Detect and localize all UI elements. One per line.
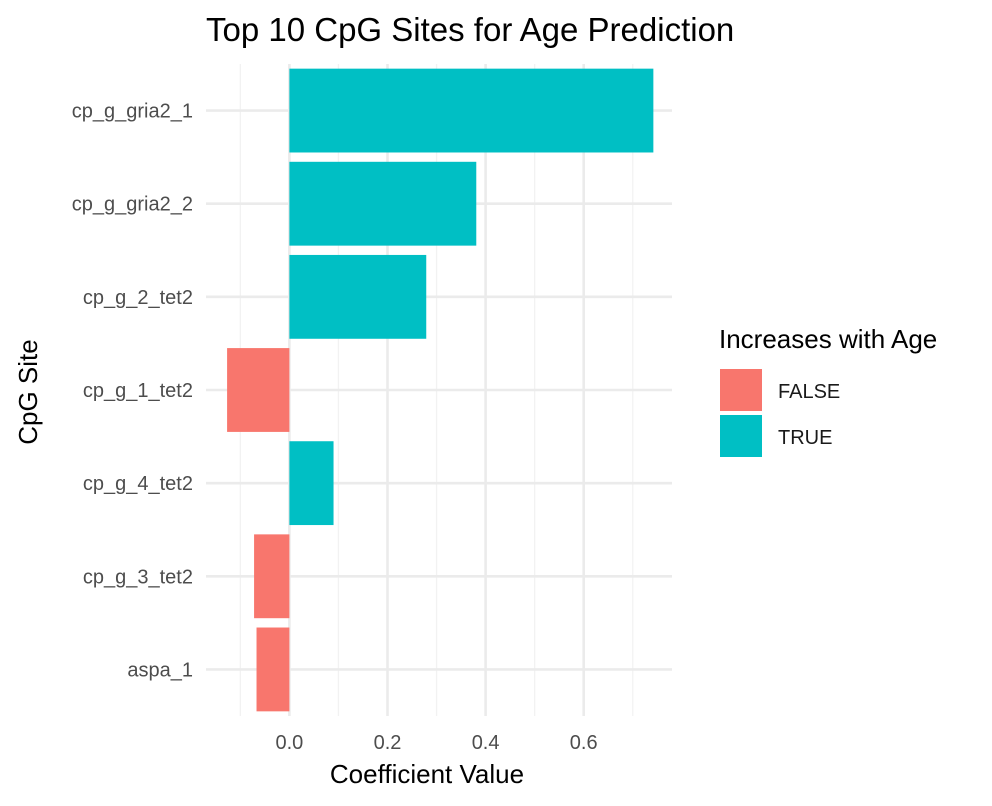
bar-aspa-1 [256,627,290,712]
legend-swatch-false [720,369,762,411]
bar-cp-g-4-tet2 [289,441,334,526]
bar-cp-g-gria2-2 [289,161,477,246]
legend-title: Increases with Age [719,324,937,354]
x-axis-title: Coefficient Value [330,759,524,789]
x-tick-labels: 0.0 0.2 0.4 0.6 [275,732,597,754]
y-tick-label: cp_g_2_tet2 [83,287,193,309]
legend: Increases with Age FALSE TRUE [719,324,937,457]
x-tick-label: 0.0 [275,732,303,754]
x-tick-label: 0.4 [472,732,500,754]
y-tick-label: cp_g_4_tet2 [83,473,193,495]
y-tick-label: cp_g_gria2_2 [72,194,193,216]
bar-cp-g-3-tet2 [254,534,290,619]
y-axis-title: CpG Site [13,339,43,445]
bar-cp-g-1-tet2 [227,348,290,432]
bar-cp-g-gria2-1 [289,68,654,153]
legend-swatch-true [720,415,762,457]
y-tick-label: cp_g_gria2_1 [72,101,193,123]
bars [227,68,654,712]
y-tick-label: cp_g_3_tet2 [83,566,193,588]
x-tick-label: 0.6 [570,732,598,754]
chart-title: Top 10 CpG Sites for Age Prediction [206,11,734,48]
legend-entries: FALSE TRUE [720,369,840,457]
legend-label-false: FALSE [778,381,840,403]
bar-cp-g-2-tet2 [289,254,427,339]
legend-label-true: TRUE [778,427,832,449]
x-tick-label: 0.2 [374,732,402,754]
y-tick-label: cp_g_1_tet2 [83,380,193,402]
y-tick-label: aspa_1 [127,659,193,681]
y-tick-labels: cp_g_gria2_1 cp_g_gria2_2 cp_g_2_tet2 cp_g_… [72,101,193,682]
